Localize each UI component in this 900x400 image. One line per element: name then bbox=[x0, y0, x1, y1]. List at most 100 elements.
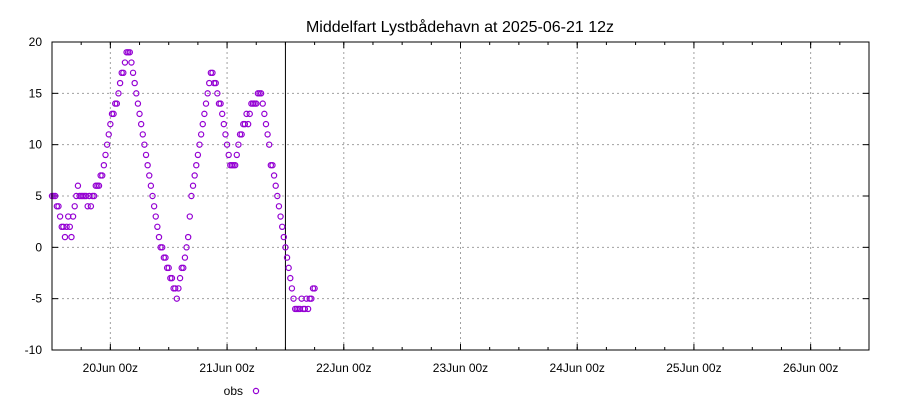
obs-point bbox=[141, 141, 148, 148]
grid-lines bbox=[52, 42, 869, 350]
obs-point bbox=[173, 295, 181, 302]
obs-point bbox=[191, 172, 198, 179]
obs-point bbox=[139, 131, 146, 138]
y-tick-label: 10 bbox=[29, 138, 43, 152]
y-axis-ticks: -10 -5 0 5 10 15 20 bbox=[25, 35, 869, 357]
x-tick-label: 24Jun 00z bbox=[550, 361, 605, 375]
obs-point bbox=[149, 192, 156, 200]
obs-point bbox=[69, 213, 77, 220]
obs-point bbox=[233, 151, 240, 159]
x-tick-label: 25Jun 00z bbox=[666, 361, 721, 375]
obs-point bbox=[142, 151, 150, 159]
obs-point bbox=[120, 69, 127, 77]
obs-point bbox=[222, 131, 229, 138]
obs-point bbox=[275, 203, 283, 210]
obs-point bbox=[225, 151, 232, 159]
obs-point bbox=[290, 295, 297, 302]
obs-point bbox=[154, 223, 161, 230]
obs-point bbox=[253, 100, 260, 107]
obs-series bbox=[48, 49, 318, 313]
obs-point bbox=[194, 151, 202, 159]
x-tick-label: 21Jun 00z bbox=[199, 361, 254, 375]
obs-point bbox=[152, 213, 159, 220]
obs-point bbox=[262, 120, 270, 128]
obs-point bbox=[204, 90, 211, 97]
obs-point bbox=[311, 285, 318, 292]
obs-point bbox=[52, 192, 59, 200]
obs-point bbox=[176, 274, 184, 282]
obs-point bbox=[129, 69, 137, 77]
obs-point bbox=[133, 90, 140, 97]
obs-point bbox=[105, 131, 112, 138]
obs-point bbox=[197, 131, 205, 138]
obs-point bbox=[60, 223, 67, 230]
obs-point bbox=[84, 203, 91, 210]
obs-point bbox=[87, 203, 95, 210]
obs-point bbox=[283, 254, 291, 261]
obs-point bbox=[131, 79, 138, 87]
y-tick-label: 15 bbox=[29, 86, 43, 100]
obs-point bbox=[282, 244, 289, 251]
y-tick-label: 20 bbox=[29, 35, 43, 49]
obs-point bbox=[113, 100, 121, 107]
y-tick-label: 0 bbox=[35, 240, 42, 254]
obs-point bbox=[288, 285, 296, 292]
obs-point bbox=[184, 233, 192, 241]
x-tick-label: 20Jun 00z bbox=[83, 361, 138, 375]
obs-point bbox=[183, 244, 190, 251]
obs-point bbox=[270, 172, 278, 179]
obs-point bbox=[235, 141, 242, 148]
obs-point bbox=[162, 254, 169, 261]
obs-point bbox=[196, 141, 203, 148]
obs-point bbox=[82, 192, 90, 200]
y-tick-label: -5 bbox=[31, 292, 42, 306]
obs-point bbox=[68, 233, 75, 241]
obs-point bbox=[238, 131, 245, 138]
obs-point bbox=[202, 100, 210, 107]
obs-point bbox=[257, 90, 265, 97]
chart-title: Middelfart Lystbådehavn at 2025-06-21 12… bbox=[306, 18, 614, 36]
obs-point bbox=[231, 161, 239, 169]
obs-point bbox=[180, 264, 187, 272]
y-tick-label: -10 bbox=[25, 343, 43, 357]
obs-point bbox=[55, 203, 62, 210]
obs-point bbox=[159, 244, 166, 251]
obs-point bbox=[217, 100, 224, 107]
obs-point bbox=[209, 69, 216, 77]
obs-point bbox=[188, 192, 195, 200]
x-tick-label: 23Jun 00z bbox=[433, 361, 488, 375]
obs-point bbox=[241, 120, 249, 128]
obs-point bbox=[100, 161, 108, 169]
obs-point bbox=[150, 203, 158, 210]
obs-point bbox=[201, 110, 208, 118]
obs-point bbox=[243, 110, 250, 118]
obs-point bbox=[134, 100, 142, 107]
obs-point bbox=[56, 213, 64, 220]
obs-point bbox=[137, 120, 145, 128]
obs-point bbox=[136, 110, 143, 118]
obs-point bbox=[212, 79, 219, 87]
obs-point bbox=[214, 90, 221, 97]
x-tick-label: 26Jun 00z bbox=[783, 361, 838, 375]
obs-point bbox=[199, 120, 206, 128]
y-tick-label: 5 bbox=[35, 189, 42, 203]
legend-marker bbox=[252, 387, 260, 395]
obs-point bbox=[220, 120, 228, 128]
obs-point bbox=[186, 213, 193, 220]
x-tick-label: 22Jun 00z bbox=[316, 361, 371, 375]
obs-point bbox=[264, 131, 271, 138]
obs-point bbox=[304, 305, 312, 313]
obs-point bbox=[63, 223, 70, 230]
obs-point bbox=[116, 79, 124, 87]
obs-point bbox=[277, 213, 284, 220]
obs-point bbox=[301, 305, 309, 313]
obs-point bbox=[147, 182, 155, 189]
obs-point bbox=[266, 141, 273, 148]
obs-point bbox=[61, 233, 69, 241]
obs-point bbox=[244, 120, 252, 128]
obs-point bbox=[193, 161, 200, 169]
obs-point bbox=[259, 100, 266, 107]
obs-point bbox=[269, 161, 276, 169]
obs-point bbox=[175, 285, 182, 292]
obs-point bbox=[274, 192, 281, 200]
